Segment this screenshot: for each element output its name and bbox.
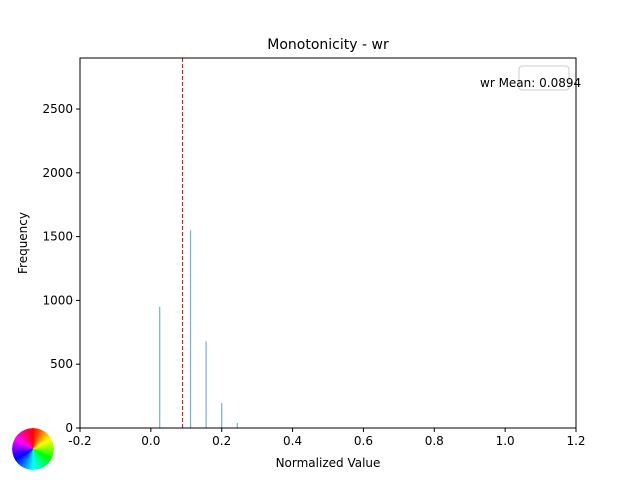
histogram-bar-3	[221, 403, 223, 428]
histogram-bar-1	[189, 230, 192, 428]
y-tick-label: 2500	[42, 102, 73, 116]
x-tick-label: 0.8	[425, 434, 444, 448]
y-axis: 0 500 1000 1500 2000 2500	[42, 102, 80, 435]
y-tick-label: 2000	[42, 166, 73, 180]
chart-title: Monotonicity - wr	[267, 37, 389, 53]
legend: wr Mean: 0.0894	[480, 65, 581, 91]
x-axis-label: Normalized Value	[276, 456, 381, 470]
y-tick-label: 1500	[42, 230, 73, 244]
x-tick-label: 1.2	[566, 434, 585, 448]
x-tick-label: 0.4	[283, 434, 302, 448]
plot-frame	[79, 57, 577, 429]
histogram-bar-2	[205, 341, 207, 428]
legend-box	[518, 65, 570, 91]
y-axis-label: Frequency	[16, 212, 30, 274]
y-tick-label: 0	[65, 421, 73, 435]
color-wheel-icon	[12, 428, 54, 470]
mean-annotation: wr Mean: 0.0894	[480, 76, 581, 90]
x-tick-label: 1.0	[496, 434, 515, 448]
y-tick-label: 500	[50, 357, 73, 371]
histogram-bar-4	[236, 422, 238, 428]
x-tick-label: -0.2	[68, 434, 91, 448]
x-tick-label: 0.0	[141, 434, 160, 448]
y-tick-label: 1000	[42, 293, 73, 307]
histogram-bar-0	[159, 306, 161, 428]
x-tick-label: 0.6	[354, 434, 373, 448]
x-tick-label: 0.2	[212, 434, 231, 448]
bar-series	[159, 230, 238, 428]
x-axis: -0.2 0.0 0.2 0.4 0.6 0.8 1.0 1.2	[68, 428, 586, 448]
